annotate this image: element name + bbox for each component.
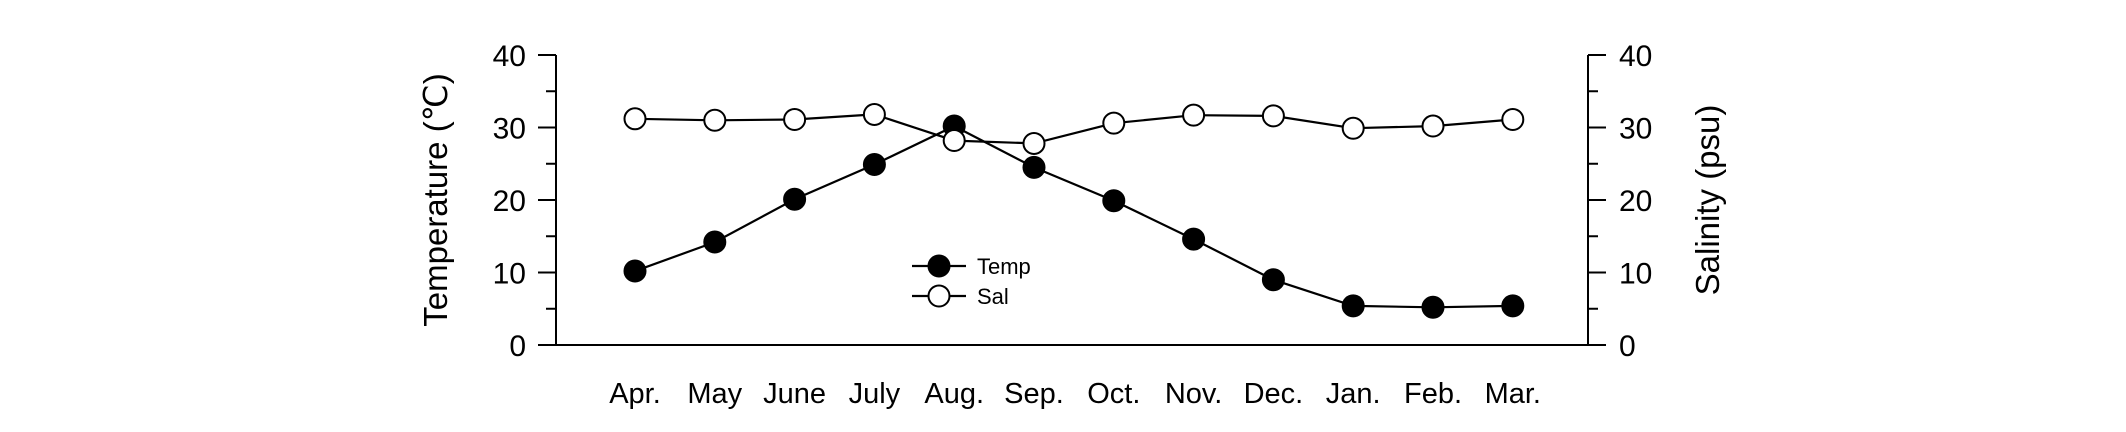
data-point-sal: [783, 108, 807, 132]
y-tick-label-right: 30: [1619, 113, 1652, 146]
axis-ticks: [538, 54, 1606, 346]
data-point-sal: [1421, 114, 1445, 138]
data-point-temp: [1421, 295, 1445, 319]
y-axis-title-left: Temperature (℃): [417, 73, 454, 326]
data-point-sal: [1022, 131, 1046, 155]
y-tick-label-left: 20: [493, 185, 526, 218]
y-tick-label-right: 0: [1619, 330, 1636, 363]
data-point-sal: [1341, 116, 1365, 140]
data-point-sal: [1261, 104, 1285, 128]
legend-label-temp: Temp: [977, 254, 1031, 279]
y-tick-label-left: 0: [509, 330, 526, 363]
data-point-temp: [1501, 294, 1525, 318]
y-tick-label-right: 10: [1619, 258, 1652, 291]
tick-labels: 0 10 20 30 40 0 10 20 30 40: [493, 40, 1653, 363]
x-category-label: Dec.: [1244, 378, 1304, 410]
legend: Temp Sal: [912, 254, 1031, 309]
legend-marker-temp: [927, 254, 951, 278]
data-point-sal: [1501, 108, 1525, 132]
legend-marker-sal: [927, 284, 951, 308]
data-point-sal: [703, 108, 727, 132]
x-category-label: June: [763, 378, 826, 410]
data-point-temp: [783, 187, 807, 211]
data-point-temp: [703, 230, 727, 254]
category-labels: Apr. May June July Aug. Sep. Oct. Nov. Dec. Jan. F…: [609, 378, 1541, 410]
series-line-temp: [634, 124, 1513, 309]
data-point-sal: [862, 102, 886, 126]
x-category-label: Aug.: [924, 378, 984, 410]
data-point-temp: [862, 152, 886, 176]
x-category-label: May: [687, 378, 742, 410]
x-category-label: July: [849, 378, 901, 410]
y-tick-label-right: 40: [1619, 40, 1652, 73]
legend-label-sal: Sal: [977, 284, 1009, 309]
data-point-temp: [1261, 268, 1285, 292]
y-tick-label-left: 10: [493, 258, 526, 291]
data-point-sal: [942, 129, 966, 153]
x-category-label: Jan.: [1326, 378, 1381, 410]
y-tick-label-left: 30: [493, 113, 526, 146]
x-category-label: Mar.: [1485, 378, 1541, 410]
x-category-label: Apr.: [609, 378, 661, 410]
x-category-label: Nov.: [1165, 378, 1222, 410]
x-category-label: Oct.: [1087, 378, 1140, 410]
y-tick-label-left: 40: [493, 40, 526, 73]
series-line-sal: [634, 113, 1513, 145]
data-point-sal: [1102, 111, 1126, 135]
data-point-sal: [623, 107, 647, 131]
data-point-temp: [1182, 227, 1206, 251]
series-lines: [634, 113, 1513, 309]
y-tick-label-right: 20: [1619, 185, 1652, 218]
data-point-temp: [1341, 294, 1365, 318]
series-points: [623, 102, 1525, 319]
data-point-temp: [623, 259, 647, 283]
x-category-label: Feb.: [1404, 378, 1462, 410]
y-axis-title-right: Salinity (psu): [1689, 105, 1726, 296]
data-point-sal: [1182, 103, 1206, 127]
data-point-temp: [1022, 155, 1046, 179]
data-point-temp: [1102, 189, 1126, 213]
x-category-label: Sep.: [1004, 378, 1064, 410]
